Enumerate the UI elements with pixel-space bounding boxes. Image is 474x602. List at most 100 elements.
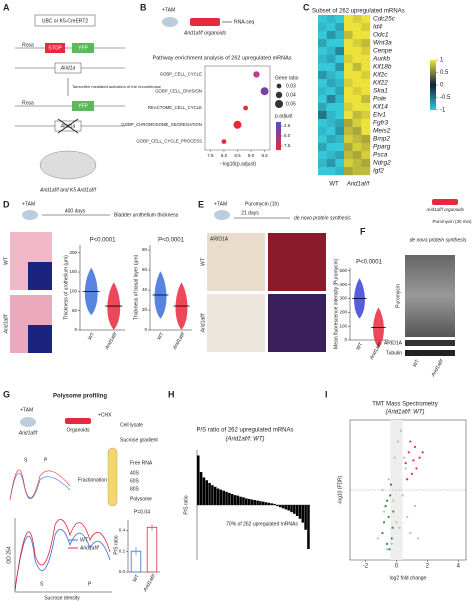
label: Sucrose gradient <box>120 437 158 443</box>
heatmap-cell <box>326 95 336 104</box>
colorbar <box>276 122 281 150</box>
gene-label: Kif22 <box>373 80 388 87</box>
y-tick-label: 400 <box>339 282 347 287</box>
heatmap-cell <box>352 95 362 104</box>
label: 21 days <box>241 210 259 216</box>
gene-label: Wnt3a <box>373 40 392 47</box>
bar <box>293 505 296 514</box>
point <box>412 459 415 462</box>
legend-label: WT <box>80 537 89 543</box>
dot <box>243 105 249 111</box>
heatmap-cell <box>318 95 327 104</box>
bar <box>202 477 206 505</box>
label: +CHX <box>98 412 112 418</box>
heatmap-cell <box>326 167 336 176</box>
heatmap-cell <box>352 159 362 168</box>
y-tick-label: 200 <box>339 309 347 314</box>
bar <box>208 483 211 505</box>
y-tick-label: 0.4 <box>119 528 126 533</box>
category-label: GOBP_CELL_CYCLE <box>160 72 202 77</box>
x-tick-label: Arid1af/f <box>368 341 383 362</box>
heatmap-cell <box>335 159 345 168</box>
heatmap-cell <box>352 47 362 56</box>
label: Arid1af/f and K5 Arid1af/f <box>39 187 96 193</box>
heatmap-cell <box>326 135 336 144</box>
dot <box>253 71 260 78</box>
point <box>392 510 395 513</box>
point <box>388 548 391 551</box>
x-tick-label: 8.5 <box>234 153 241 158</box>
heatmap-cell <box>344 23 353 32</box>
heatmap-cell <box>335 119 345 128</box>
x-axis-label: log2 fold change <box>390 575 427 581</box>
bar <box>253 500 257 505</box>
blot-band <box>405 340 455 346</box>
point <box>391 526 394 529</box>
heatmap-cell <box>335 167 345 176</box>
label: Arid1af/f organoids <box>425 207 465 212</box>
colorbar-label: 0.5 <box>440 70 449 76</box>
label: Rosa <box>22 100 34 106</box>
y-tick-label: 300 <box>339 296 347 301</box>
heatmap-cell <box>318 55 327 64</box>
mouse <box>20 417 36 427</box>
legend-title: Gene ratio <box>275 75 299 81</box>
size-legend-label: 0.03 <box>286 83 296 89</box>
plot-area <box>204 65 271 151</box>
heatmap-cell <box>318 87 327 96</box>
heatmap-cell <box>352 127 362 136</box>
heatmap-cell <box>318 71 327 80</box>
heatmap-cell <box>344 143 353 152</box>
bar <box>264 502 268 505</box>
point <box>382 521 386 524</box>
heatmap-cell <box>335 15 345 24</box>
heatmap-cell <box>352 23 362 32</box>
chart-title: Subset of 262 upregulated mRNAs <box>312 9 405 15</box>
x-tick-label: 7.5 <box>207 153 214 158</box>
heatmap-cell <box>352 71 362 80</box>
heatmap-cell <box>361 79 371 88</box>
label: 80S <box>130 486 140 492</box>
y-tick-label: 40 <box>142 287 148 292</box>
yfp-box <box>72 43 94 53</box>
x-axis-label: −log10(p.adjust) <box>220 161 256 167</box>
blot <box>405 255 455 337</box>
y-tick-label: 0.0 <box>119 569 126 574</box>
heatmap-cell <box>326 55 336 64</box>
heatmap-cell <box>352 111 362 120</box>
heatmap-cell <box>361 159 371 168</box>
mouse <box>39 150 97 180</box>
heatmap-cell <box>361 151 371 160</box>
row-label: WT <box>200 257 206 266</box>
size-legend-dot <box>275 91 283 99</box>
point <box>410 472 413 475</box>
heatmap-cell <box>335 135 345 144</box>
heatmap-cell <box>318 119 327 128</box>
point <box>404 467 407 470</box>
x-tick-label: Arid1af/f <box>171 331 186 352</box>
heatmap-cell <box>326 23 336 32</box>
label: +TAM <box>162 7 175 13</box>
bar <box>247 498 251 505</box>
label: Arid1a <box>60 65 76 71</box>
gene-label: Pparg <box>373 144 391 151</box>
bar <box>307 505 310 549</box>
point <box>390 537 393 540</box>
p-value: P<0.0001 <box>158 238 185 244</box>
panel-letter: E <box>198 199 204 209</box>
point <box>386 499 389 502</box>
heatmap-cell <box>352 63 362 72</box>
legend-title: p.adjust <box>275 113 293 119</box>
heatmap-cell <box>352 143 362 152</box>
gene-label: Ska1 <box>373 88 388 95</box>
panel-letter: H <box>168 389 175 399</box>
heatmap-cell <box>318 151 327 160</box>
label: RNA-seq <box>234 19 255 25</box>
heatmap-cell <box>361 23 371 32</box>
heatmap-cell <box>318 15 327 24</box>
label: Organoids <box>66 427 90 433</box>
heatmap-cell <box>326 143 336 152</box>
label: Puromycin (1h) <box>245 201 279 207</box>
label: Arid1af/f <box>18 430 38 436</box>
y-tick-label: 0 <box>144 327 147 332</box>
